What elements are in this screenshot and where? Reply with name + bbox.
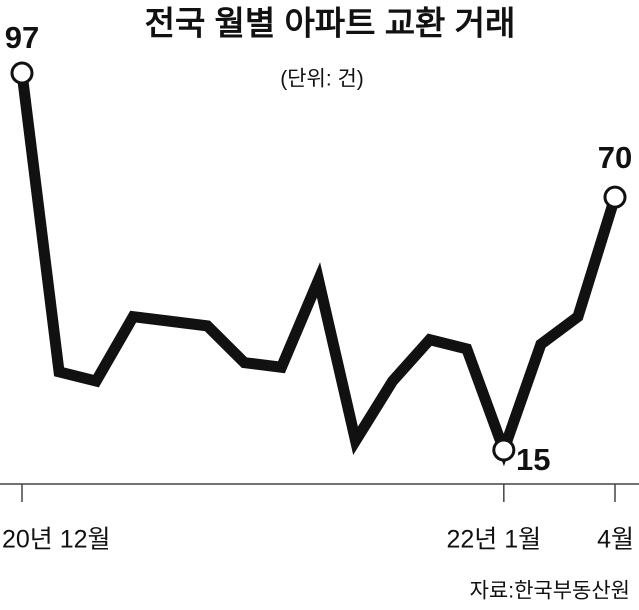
chart-subtitle: (단위: 건) (280, 68, 364, 91)
x-tick-label: 22년 1월 (446, 526, 541, 554)
line (16, 72, 621, 467)
point (492, 438, 516, 462)
x-tick-label: 4월 (597, 526, 634, 554)
data-label: 70 (598, 140, 632, 175)
data-label: 97 (5, 20, 39, 55)
data-label: 15 (516, 442, 550, 477)
x-tick-label: 20년 12월 (2, 526, 111, 554)
point (603, 185, 627, 209)
chart-title: 전국 월별 아파트 교환 거래 (145, 5, 516, 42)
source: 자료:한국부동산원 (470, 580, 630, 603)
point (10, 61, 34, 85)
